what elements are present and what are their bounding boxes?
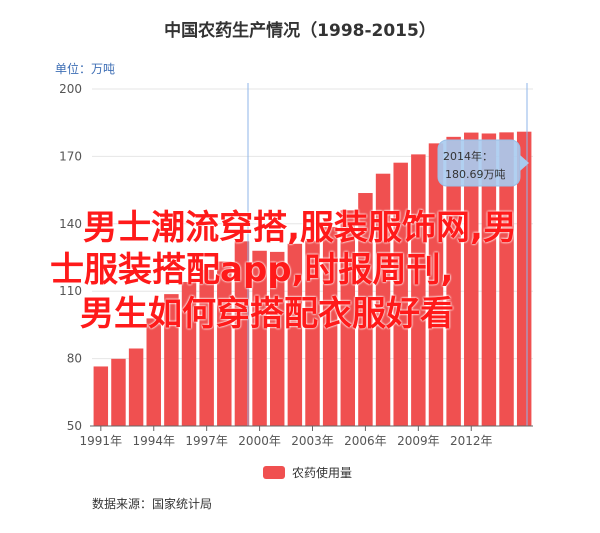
tooltip: 2014年： 180.69万吨 bbox=[437, 139, 529, 187]
bar[interactable] bbox=[305, 240, 320, 426]
x-tick-label: 2006年 bbox=[344, 434, 387, 448]
bar[interactable] bbox=[499, 132, 514, 427]
bar[interactable] bbox=[516, 131, 532, 426]
bar[interactable] bbox=[322, 226, 338, 426]
x-tick-label: 1991年 bbox=[80, 434, 123, 448]
unit-label: 单位：万吨 bbox=[55, 61, 115, 76]
bar[interactable] bbox=[481, 133, 497, 427]
bar[interactable] bbox=[428, 143, 444, 426]
y-tick-label: 110 bbox=[59, 284, 82, 298]
bar[interactable] bbox=[128, 348, 144, 426]
tooltip-value: 180.69万吨 bbox=[445, 168, 506, 181]
bar[interactable] bbox=[358, 193, 373, 426]
bar[interactable] bbox=[393, 162, 408, 426]
bar[interactable] bbox=[411, 154, 426, 426]
bar[interactable] bbox=[217, 261, 232, 426]
y-tick-label: 50 bbox=[67, 419, 82, 433]
bar[interactable] bbox=[287, 243, 303, 426]
legend-label: 农药使用量 bbox=[292, 465, 352, 480]
y-tick-label: 80 bbox=[67, 352, 82, 366]
bar[interactable] bbox=[464, 132, 479, 426]
x-tick-label: 1997年 bbox=[185, 434, 228, 448]
bar[interactable] bbox=[252, 250, 267, 426]
bar[interactable] bbox=[234, 241, 250, 426]
x-axis-ticks: 1991年 1994年 1997年 2000年 2003年 2006年 2009年 2012年 bbox=[80, 426, 493, 448]
bar[interactable] bbox=[93, 366, 109, 426]
bar[interactable] bbox=[181, 281, 197, 426]
source-note: 数据来源：国家统计局 bbox=[92, 496, 212, 511]
tooltip-pointer bbox=[520, 155, 529, 171]
y-tick-label: 200 bbox=[59, 82, 82, 96]
bar[interactable] bbox=[146, 318, 161, 426]
bar[interactable] bbox=[111, 358, 126, 426]
bar[interactable] bbox=[446, 136, 461, 426]
bar[interactable] bbox=[340, 210, 356, 426]
bar[interactable] bbox=[269, 251, 285, 426]
bar[interactable] bbox=[164, 294, 179, 426]
tooltip-label: 2014年： bbox=[443, 149, 493, 163]
chart-title: 中国农药生产情况（1998-2015） bbox=[164, 20, 436, 41]
y-axis-ticks: 200 170 140 110 80 50 bbox=[59, 82, 82, 433]
bars[interactable] bbox=[93, 131, 532, 427]
legend[interactable]: 农药使用量 bbox=[263, 465, 352, 480]
bar[interactable] bbox=[375, 173, 391, 426]
x-tick-label: 2003年 bbox=[291, 434, 334, 448]
x-tick-label: 1994年 bbox=[132, 434, 175, 448]
legend-swatch bbox=[263, 466, 285, 479]
bar[interactable] bbox=[199, 269, 214, 426]
x-tick-label: 2009年 bbox=[397, 434, 440, 448]
y-tick-label: 140 bbox=[59, 217, 82, 231]
x-tick-label: 2012年 bbox=[450, 434, 493, 448]
y-tick-label: 170 bbox=[59, 149, 82, 163]
x-tick-label: 2000年 bbox=[238, 434, 281, 448]
